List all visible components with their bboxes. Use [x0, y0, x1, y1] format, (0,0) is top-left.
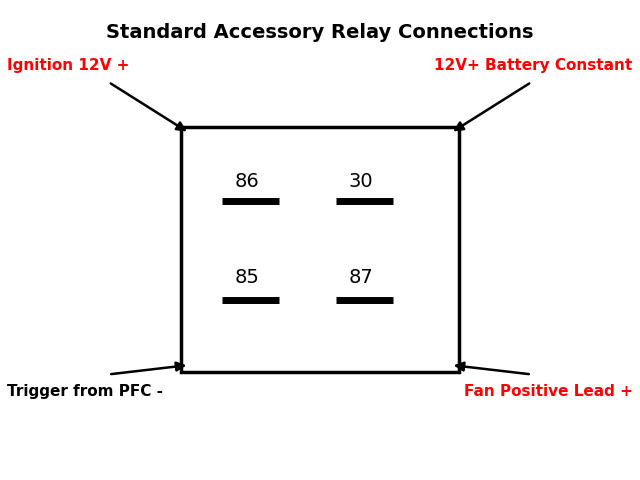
Text: Fan Positive Lead +: Fan Positive Lead + [464, 384, 633, 399]
Text: 86: 86 [235, 171, 260, 191]
Text: 12V+ Battery Constant: 12V+ Battery Constant [435, 58, 633, 72]
Text: 85: 85 [235, 268, 260, 287]
Text: Ignition 12V +: Ignition 12V + [7, 58, 130, 72]
Text: Trigger from PFC -: Trigger from PFC - [7, 384, 163, 399]
Text: 87: 87 [349, 268, 373, 287]
Text: Standard Accessory Relay Connections: Standard Accessory Relay Connections [106, 23, 534, 42]
Bar [181, 127, 459, 372]
Text: 30: 30 [349, 171, 373, 191]
